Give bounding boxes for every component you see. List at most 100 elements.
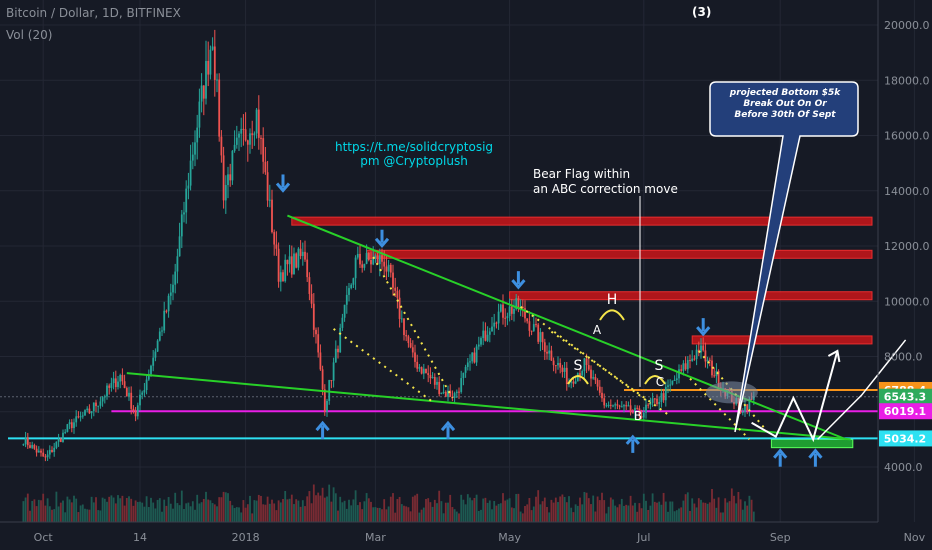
candle-body [176,256,179,272]
candle-body [224,185,227,201]
x-tick-label: Mar [365,531,386,544]
volume-bar [414,495,416,522]
candle-body [372,258,375,265]
candle-body [345,294,348,305]
volume-bar [216,506,218,522]
volume-bar [343,500,346,522]
volume-bar [422,507,425,522]
volume-bar [455,511,458,522]
candle-body [97,405,100,407]
volume-bar [724,498,727,522]
volume-bar [453,509,456,522]
volume-bar [125,498,128,522]
candle-body [134,410,137,417]
volume-bar [40,500,42,522]
candle-body [682,363,685,371]
candle-body [662,393,665,401]
candle-body [229,174,232,181]
candle-body [385,266,388,272]
candle-body [429,374,432,379]
candle-body [53,447,56,452]
candle-body [407,336,410,344]
price-label-text: 5034.2 [884,432,926,445]
volume-bar [321,487,324,522]
volume-bar [46,498,49,522]
x-axis: Oct142018MarMayJulSepNov1 [0,521,926,544]
volume-bar [510,507,513,522]
candle-body [605,405,608,407]
candle-body [620,406,623,408]
volume-bar [750,499,753,522]
candle-body [453,393,456,399]
candle-body [235,137,238,145]
volume-bar [196,494,199,522]
volume-bar [275,510,278,522]
candle-body [257,109,260,138]
candle-body [332,362,335,381]
candle-body [150,365,152,375]
candle-body [114,378,117,388]
candle-body [473,352,476,363]
resistance-zone [691,335,873,345]
volume-bar [521,513,524,522]
candle-body [110,383,113,388]
volume-bar [224,492,227,522]
volume-bar [493,501,496,522]
candle-body [328,380,331,401]
candle-body [414,352,416,362]
volume-bar [202,498,205,522]
volume-bar [70,502,73,522]
candle-body [308,277,311,294]
candle-body [348,288,350,295]
volume-bar [194,509,196,522]
volume-bar [433,499,436,522]
candle-body [524,308,526,319]
volume-bar [84,508,86,522]
volume-bar [420,509,423,522]
y-tick-label: 12000.0 [884,240,930,253]
volume-bar [537,490,540,522]
candle-body [112,378,115,384]
volume-bar [75,498,78,522]
volume-bar [682,500,685,522]
candle-body [585,358,588,366]
volume-bar [187,502,190,522]
candle-body [48,449,51,455]
volume-bar [178,505,181,522]
candle-body [436,381,438,385]
volume-bar [552,502,555,522]
candle-body [438,381,441,394]
telegram-link[interactable]: https://t.me/solidcryptosig [335,140,494,154]
volume-bar [708,502,711,522]
candle-body [629,405,632,413]
candle-body [268,199,271,201]
candle-body [675,378,678,381]
candle-body [528,321,531,331]
volume-bar [163,499,166,522]
candle-body [297,248,300,268]
volume-bar [436,503,438,522]
candle-body [169,292,172,296]
shoulder-left-arc [567,375,589,385]
candle-body [317,334,320,353]
candle-body [440,392,443,394]
volume-bar [233,508,236,522]
volume-bar [88,509,91,522]
volume-bar [240,512,243,522]
candle-body [693,358,696,360]
candle-body [108,385,111,388]
volume-bar [409,511,412,522]
symbol-title: Bitcoin / Dollar, 1D, BITFINEX [6,6,181,20]
volume-bar [469,497,471,522]
candle-body [249,133,251,145]
candle-body [546,351,548,354]
candle-body [202,85,205,99]
candle-body [211,46,214,50]
volume-bar [101,497,104,522]
candle-body [669,384,672,386]
volume-bar [145,496,148,522]
volume-bar [447,502,449,522]
volume-bar [128,496,130,522]
